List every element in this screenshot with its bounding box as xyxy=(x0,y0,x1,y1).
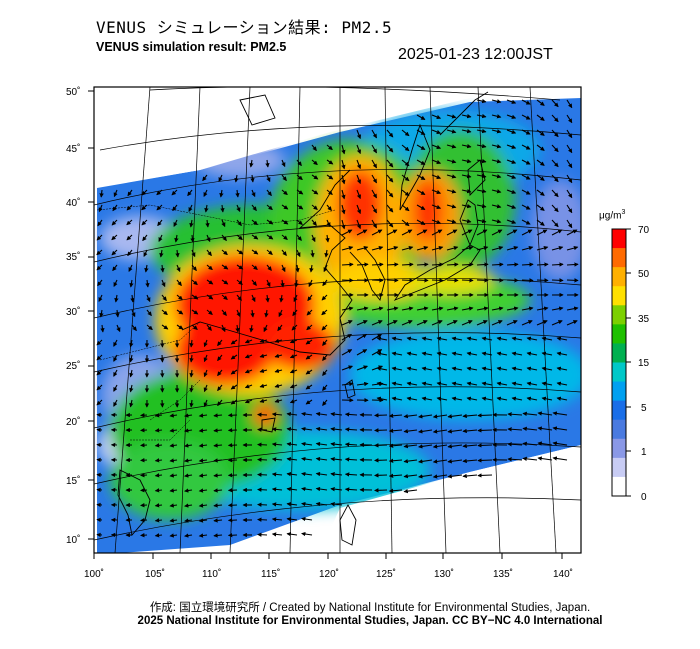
lon-label-105: 105˚ xyxy=(145,568,165,580)
lat-label-50: 50˚ xyxy=(66,86,80,98)
colorbar-cell xyxy=(612,400,626,421)
borders xyxy=(96,204,336,441)
lon-label-120: 120˚ xyxy=(319,568,339,580)
colorbar-cell xyxy=(612,286,626,306)
timestamp: 2025-01-23 12:00JST xyxy=(398,46,553,63)
colorbar-cell xyxy=(612,381,626,402)
axis-ticks xyxy=(88,90,563,559)
credit-line-1: 作成: 国立環境研究所 / Created by National Instit… xyxy=(149,602,591,614)
colorbar-cell xyxy=(612,267,626,287)
wind-vectors xyxy=(96,98,579,538)
lat-label-20: 20˚ xyxy=(66,416,80,428)
unit-base: μg/m xyxy=(599,210,622,222)
lat-label-40: 40˚ xyxy=(66,197,80,209)
pm25-map: 50˚ 45˚ 40˚ 35˚ 30˚ 25˚ 20˚ 15˚ 10˚ 100˚… xyxy=(66,86,650,580)
colorbar-unit: μg/m3 xyxy=(599,209,625,221)
colorbar-cell xyxy=(612,248,626,268)
colorbar-tick-35: 35 xyxy=(638,314,650,325)
colorbar-cell xyxy=(612,305,626,325)
lon-label-135: 135˚ xyxy=(493,568,513,580)
map-frame xyxy=(93,86,582,554)
colorbar-cell xyxy=(612,343,626,363)
lon-label-115: 115˚ xyxy=(261,568,280,580)
colorbar-tick-50: 50 xyxy=(638,269,650,280)
latitude-labels: 50˚ 45˚ 40˚ 35˚ 30˚ 25˚ 20˚ 15˚ 10˚ xyxy=(66,86,80,546)
lat-label-45: 45˚ xyxy=(66,143,80,155)
colorbar-tick-5: 5 xyxy=(641,403,647,414)
colorbar-cell xyxy=(612,476,626,497)
colorbar-tick-70: 70 xyxy=(638,225,650,236)
title-japanese: VENUS シミュレーション結果: PM2.5 xyxy=(96,18,393,37)
colorbar-cell xyxy=(612,324,626,344)
lat-label-25: 25˚ xyxy=(66,360,80,372)
lon-label-110: 110˚ xyxy=(202,568,221,580)
map-field xyxy=(94,87,581,553)
colorbar-cell xyxy=(612,229,626,249)
lon-label-125: 125˚ xyxy=(376,568,396,580)
colorbar-cell xyxy=(612,419,626,440)
colorbar: 70 50 35 15 5 1 0 xyxy=(611,225,650,503)
colorbar-cell xyxy=(612,457,626,478)
lon-label-130: 130˚ xyxy=(434,568,454,580)
lat-label-15: 15˚ xyxy=(66,475,80,487)
credit-line-2: 2025 National Institute for Environmenta… xyxy=(137,615,603,627)
coastlines xyxy=(117,91,489,546)
lat-label-10: 10˚ xyxy=(66,534,80,546)
lon-label-100: 100˚ xyxy=(84,568,104,580)
colorbar-tick-1: 1 xyxy=(641,447,647,458)
lat-label-30: 30˚ xyxy=(66,306,80,318)
colorbar-cell xyxy=(612,438,626,459)
unit-exponent: 3 xyxy=(621,209,626,216)
lat-label-35: 35˚ xyxy=(66,251,80,263)
lon-label-140: 140˚ xyxy=(553,568,573,580)
longitude-labels: 100˚ 105˚ 110˚ 115˚ 120˚ 125˚ 130˚ 135˚ … xyxy=(84,568,573,580)
colorbar-tick-0: 0 xyxy=(641,492,647,503)
colorbar-cell xyxy=(612,362,626,383)
colorbar-tick-15: 15 xyxy=(638,358,650,369)
title-english: VENUS simulation result: PM2.5 xyxy=(96,40,287,54)
